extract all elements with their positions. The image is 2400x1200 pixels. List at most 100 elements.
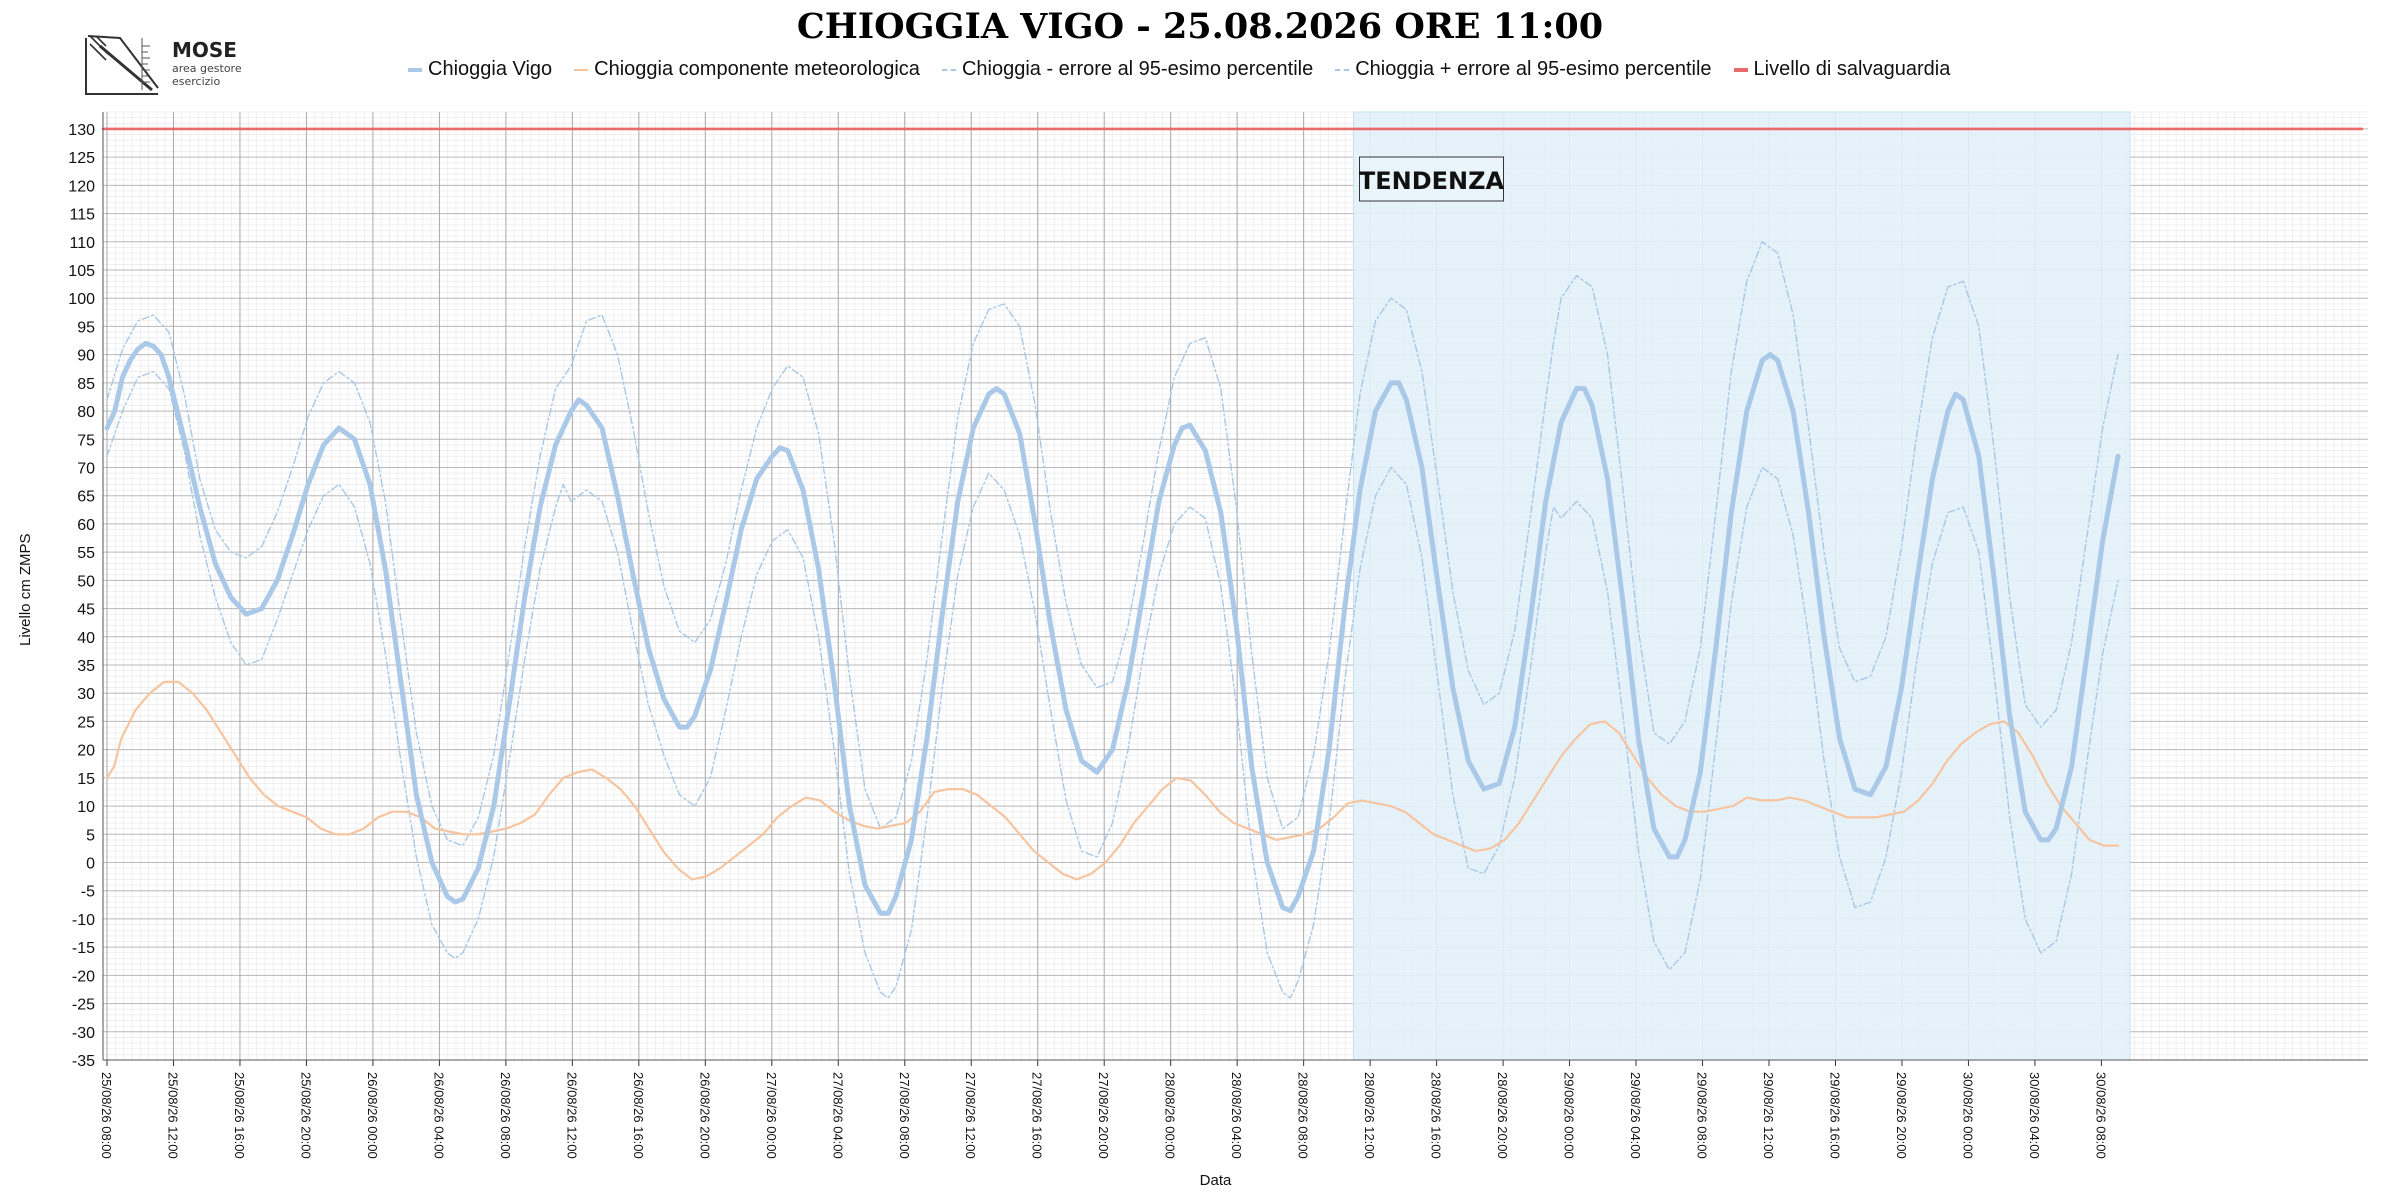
x-tick-label: 29/08/26 20:00 [1894,1072,1909,1159]
trend-label: TENDENZA [1359,167,1505,195]
legend-item: Chioggia componente meteorologica [574,58,920,81]
y-tick-label: 80 [77,404,95,421]
axes: 1301251201151101051009590858075706560555… [17,112,2368,1189]
series-line-chioggia-errore-al-95-esimo-percentile [106,370,2119,999]
y-tick-label: 100 [68,291,95,308]
legend-label: Chioggia Vigo [428,58,553,80]
legend: Chioggia Vigo Chioggia componente meteoro… [408,58,1972,81]
x-tick-label: 28/08/26 12:00 [1362,1072,1377,1159]
series-line-chioggia-vigo [104,340,2121,916]
x-tick-label: 25/08/26 16:00 [232,1072,247,1159]
x-tick-label: 25/08/26 12:00 [165,1072,180,1159]
x-tick-label: 27/08/26 16:00 [1030,1072,1045,1159]
legend-label: Chioggia componente meteorologica [594,58,920,80]
legend-label: Chioggia - errore al 95-esimo percentile [961,58,1314,80]
x-tick-label: 30/08/26 00:00 [1960,1072,1975,1159]
y-tick-label: 30 [77,686,95,703]
logo: MOSE area gestore esercizio [82,32,252,96]
y-tick-label: 95 [77,319,95,336]
y-tick-label: 5 [86,827,95,844]
x-tick-label: 29/08/26 08:00 [1695,1072,1710,1159]
legend-swatch [1335,68,1350,71]
x-tick-label: 27/08/26 20:00 [1096,1072,1111,1159]
x-tick-label: 28/08/26 00:00 [1163,1072,1178,1159]
x-tick-label: 28/08/26 08:00 [1296,1072,1311,1159]
y-tick-label: 45 [77,602,95,619]
y-tick-label: 15 [77,771,95,788]
x-tick-label: 26/08/26 12:00 [564,1072,579,1159]
x-tick-label: 26/08/26 20:00 [697,1072,712,1159]
trend-area [1353,111,2131,1061]
y-tick-label: 40 [77,630,95,647]
y-tick-label: 20 [77,743,95,760]
x-tick-label: 29/08/26 04:00 [1628,1072,1643,1159]
x-tick-label: 25/08/26 20:00 [298,1072,313,1159]
y-tick-label: 105 [68,263,95,280]
x-tick-label: 29/08/26 16:00 [1827,1072,1842,1159]
x-tick-label: 27/08/26 04:00 [830,1072,845,1159]
x-tick-label: 27/08/26 12:00 [963,1072,978,1159]
y-axis-title: Livello cm ZMPS [17,533,34,646]
x-tick-label: 30/08/26 08:00 [2093,1072,2108,1159]
x-tick-label: 29/08/26 12:00 [1761,1072,1776,1159]
x-tick-label: 26/08/26 00:00 [365,1072,380,1159]
legend-label: Chioggia + errore al 95-esimo percentile [1355,58,1712,80]
trend-label-box [1359,156,1505,202]
y-tick-label: 55 [77,545,95,562]
x-tick-label: 30/08/26 04:00 [2027,1072,2042,1159]
logo-brand: MOSE [172,38,237,62]
y-tick-label: 120 [68,178,95,195]
x-axis-title: Data [1200,1172,1232,1189]
logo-line2: esercizio [172,75,221,88]
x-tick-label: 28/08/26 20:00 [1495,1072,1510,1159]
y-tick-label: 25 [77,714,95,731]
y-tick-label: -10 [72,912,95,929]
y-tick-label: 125 [68,150,95,167]
series-line-chioggia-errore-al-95-esimo-percentile [106,241,2119,847]
legend-swatch [941,68,956,71]
y-tick-label: -35 [72,1053,95,1070]
y-tick-label: 85 [77,376,95,393]
y-tick-label: 35 [77,658,95,675]
y-tick-label: 115 [69,207,95,224]
series [101,127,2364,999]
y-tick-label: 10 [77,799,95,816]
y-tick-label: 0 [86,856,95,873]
legend-swatch [1733,67,1748,72]
series-line-chioggia-componente-meteorologica [105,680,2120,881]
legend-item: Livello di salvaguardia [1733,58,1951,81]
legend-swatch [408,67,422,72]
x-tick-label: 27/08/26 00:00 [764,1072,779,1159]
y-tick-label: 70 [77,461,95,478]
legend-item: Chioggia Vigo [408,58,552,81]
x-tick-label: 29/08/26 00:00 [1562,1072,1577,1159]
y-tick-label: 75 [77,432,95,449]
x-tick-label: 26/08/26 04:00 [431,1072,446,1159]
y-tick-label: 60 [77,517,95,534]
y-tick-label: 50 [77,573,95,590]
x-tick-label: 26/08/26 08:00 [498,1072,513,1159]
legend-label: Livello di salvaguardia [1753,58,1951,80]
x-tick-label: 28/08/26 16:00 [1429,1072,1444,1159]
y-tick-label: 110 [69,235,95,252]
y-tick-label: -25 [72,997,95,1014]
mose-gate-icon [85,35,159,95]
x-tick-label: 27/08/26 08:00 [897,1072,912,1159]
legend-swatch [574,68,589,71]
legend-item: Chioggia - errore al 95-esimo percentile [941,58,1314,81]
page-title: CHIOGGIA VIGO - 25.08.2026 ORE 11:00 [796,6,1604,47]
y-tick-label: -15 [72,940,95,957]
y-tick-label: 90 [77,348,95,365]
y-tick-label: -5 [81,884,95,901]
y-tick-label: -30 [72,1025,95,1042]
x-tick-label: 26/08/26 16:00 [631,1072,646,1159]
x-tick-label: 25/08/26 08:00 [99,1072,114,1159]
x-tick-label: 28/08/26 04:00 [1229,1072,1244,1159]
y-tick-label: 130 [68,122,95,139]
logo-line1: area gestore [172,62,242,75]
y-tick-label: 65 [77,489,95,506]
legend-item: Chioggia + errore al 95-esimo percentile [1335,58,1712,81]
trend-area: TENDENZA [1353,111,2131,1061]
y-tick-label: -20 [72,968,95,985]
